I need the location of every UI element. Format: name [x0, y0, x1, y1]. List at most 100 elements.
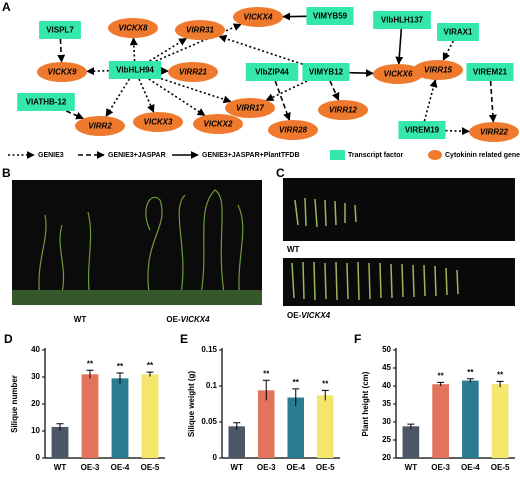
panel-label: B	[2, 166, 11, 180]
cytokinin-gene-node	[373, 64, 423, 84]
gene-name: VlCKX4	[181, 315, 210, 324]
legend-label: GENIE3	[38, 152, 64, 159]
bar	[402, 426, 420, 458]
error-bar	[407, 423, 415, 429]
transcription-factor-node	[245, 63, 299, 81]
legend-swatch	[428, 150, 442, 160]
x-tick-label: OE-4	[286, 463, 305, 472]
label-prefix: OE-	[166, 315, 181, 324]
node-label: VlRR15	[424, 66, 453, 75]
y-tick-label: 0	[213, 453, 218, 462]
transcription-factor-node	[437, 23, 479, 41]
node-label: VlRR2	[88, 122, 112, 131]
y-tick-label: 25	[382, 435, 391, 444]
cytokinin-gene-node	[469, 122, 519, 142]
error-bar	[496, 380, 504, 388]
photo-plant-stems	[38, 189, 244, 301]
y-tick-label: 35	[382, 399, 391, 408]
edge	[395, 28, 404, 65]
edge	[129, 37, 138, 62]
node-label: VlREM19	[405, 126, 440, 135]
y-tick-label: 30	[31, 372, 40, 381]
edge	[445, 127, 470, 136]
photo-siliques-oe	[283, 258, 515, 306]
x-tick-label: WT	[231, 463, 244, 472]
edge	[265, 80, 308, 102]
transcription-factor-node	[17, 93, 75, 111]
transcription-factor-node	[373, 11, 431, 29]
node-label: VlCKX6	[384, 70, 413, 79]
bar	[462, 380, 479, 458]
legend-label: Cytokinin related gene	[445, 152, 520, 159]
edge	[349, 69, 374, 78]
transcription-factor-node	[466, 63, 514, 81]
edge	[65, 110, 85, 120]
significance-label: **	[322, 379, 329, 388]
transcription-factor-node	[39, 21, 81, 39]
photo-siliques-wt	[283, 178, 515, 241]
y-axis-label: Silique weight (g)	[187, 371, 196, 438]
node-label: VlREM21	[473, 68, 508, 77]
x-tick-label: OE-5	[141, 463, 160, 472]
significance-label: **	[467, 368, 474, 377]
cytokinin-gene-node	[108, 18, 158, 38]
panel-label: A	[2, 0, 11, 14]
y-tick-label: 20	[382, 453, 391, 462]
significance-label: **	[293, 378, 300, 387]
edge	[274, 80, 291, 121]
node-label: VlCKX2	[204, 120, 233, 129]
edge	[488, 80, 497, 123]
y-tick-label: 0.05	[201, 417, 217, 426]
edge	[86, 67, 109, 76]
error-bar	[437, 381, 445, 386]
x-tick-label: OE-4	[461, 463, 480, 472]
node-label: VlATHB-12	[26, 98, 67, 107]
error-bar	[292, 388, 300, 407]
y-tick-label: 0.15	[201, 345, 217, 354]
edge	[442, 40, 454, 61]
significance-label: **	[117, 362, 124, 371]
y-tick-label: 10	[31, 426, 40, 435]
legend-label: GENIE3+JASPAR	[108, 152, 166, 159]
transcription-factor-node	[108, 61, 162, 79]
y-tick-label: 45	[382, 363, 391, 372]
error-bar	[86, 369, 94, 379]
bar	[51, 426, 69, 458]
bar	[228, 426, 246, 458]
y-tick-label: 0.1	[206, 381, 218, 390]
cytokinin-gene-node	[168, 62, 218, 82]
x-tick-label: OE-4	[111, 463, 130, 472]
edge	[423, 79, 438, 122]
node-label: VlRR12	[329, 106, 358, 115]
cytokinin-gene-node	[318, 100, 368, 120]
node-label: VlRR21	[179, 68, 208, 77]
significance-label: **	[438, 372, 445, 381]
error-bar	[233, 422, 241, 430]
significance-label: **	[497, 370, 504, 379]
y-axis-label: Plant height (cm)	[361, 371, 370, 436]
x-tick-label: OE-5	[316, 463, 335, 472]
photo-rosettes	[12, 290, 262, 305]
cytokinin-gene-node	[268, 120, 318, 140]
edge	[218, 34, 303, 65]
x-tick-label: OE-3	[81, 463, 100, 472]
bar	[432, 384, 449, 458]
photo-label: OE-VlCKX4	[166, 315, 210, 324]
error-bar	[116, 372, 124, 384]
cytokinin-gene-node	[413, 60, 463, 80]
node-label: VlMYB12	[309, 68, 344, 77]
edge	[148, 78, 206, 117]
x-tick-label: OE-3	[431, 463, 450, 472]
edge	[329, 80, 340, 101]
node-label: VlRR31	[186, 26, 215, 35]
bar	[316, 395, 334, 458]
transcription-factor-node	[398, 121, 446, 139]
x-tick-label: WT	[405, 463, 418, 472]
bar	[491, 384, 509, 458]
bar	[81, 374, 99, 458]
error-bar	[146, 371, 154, 377]
node-label: VlCKX8	[119, 24, 148, 33]
cytokinin-gene-node	[193, 114, 243, 134]
y-axis-label: Silique number	[10, 375, 19, 433]
